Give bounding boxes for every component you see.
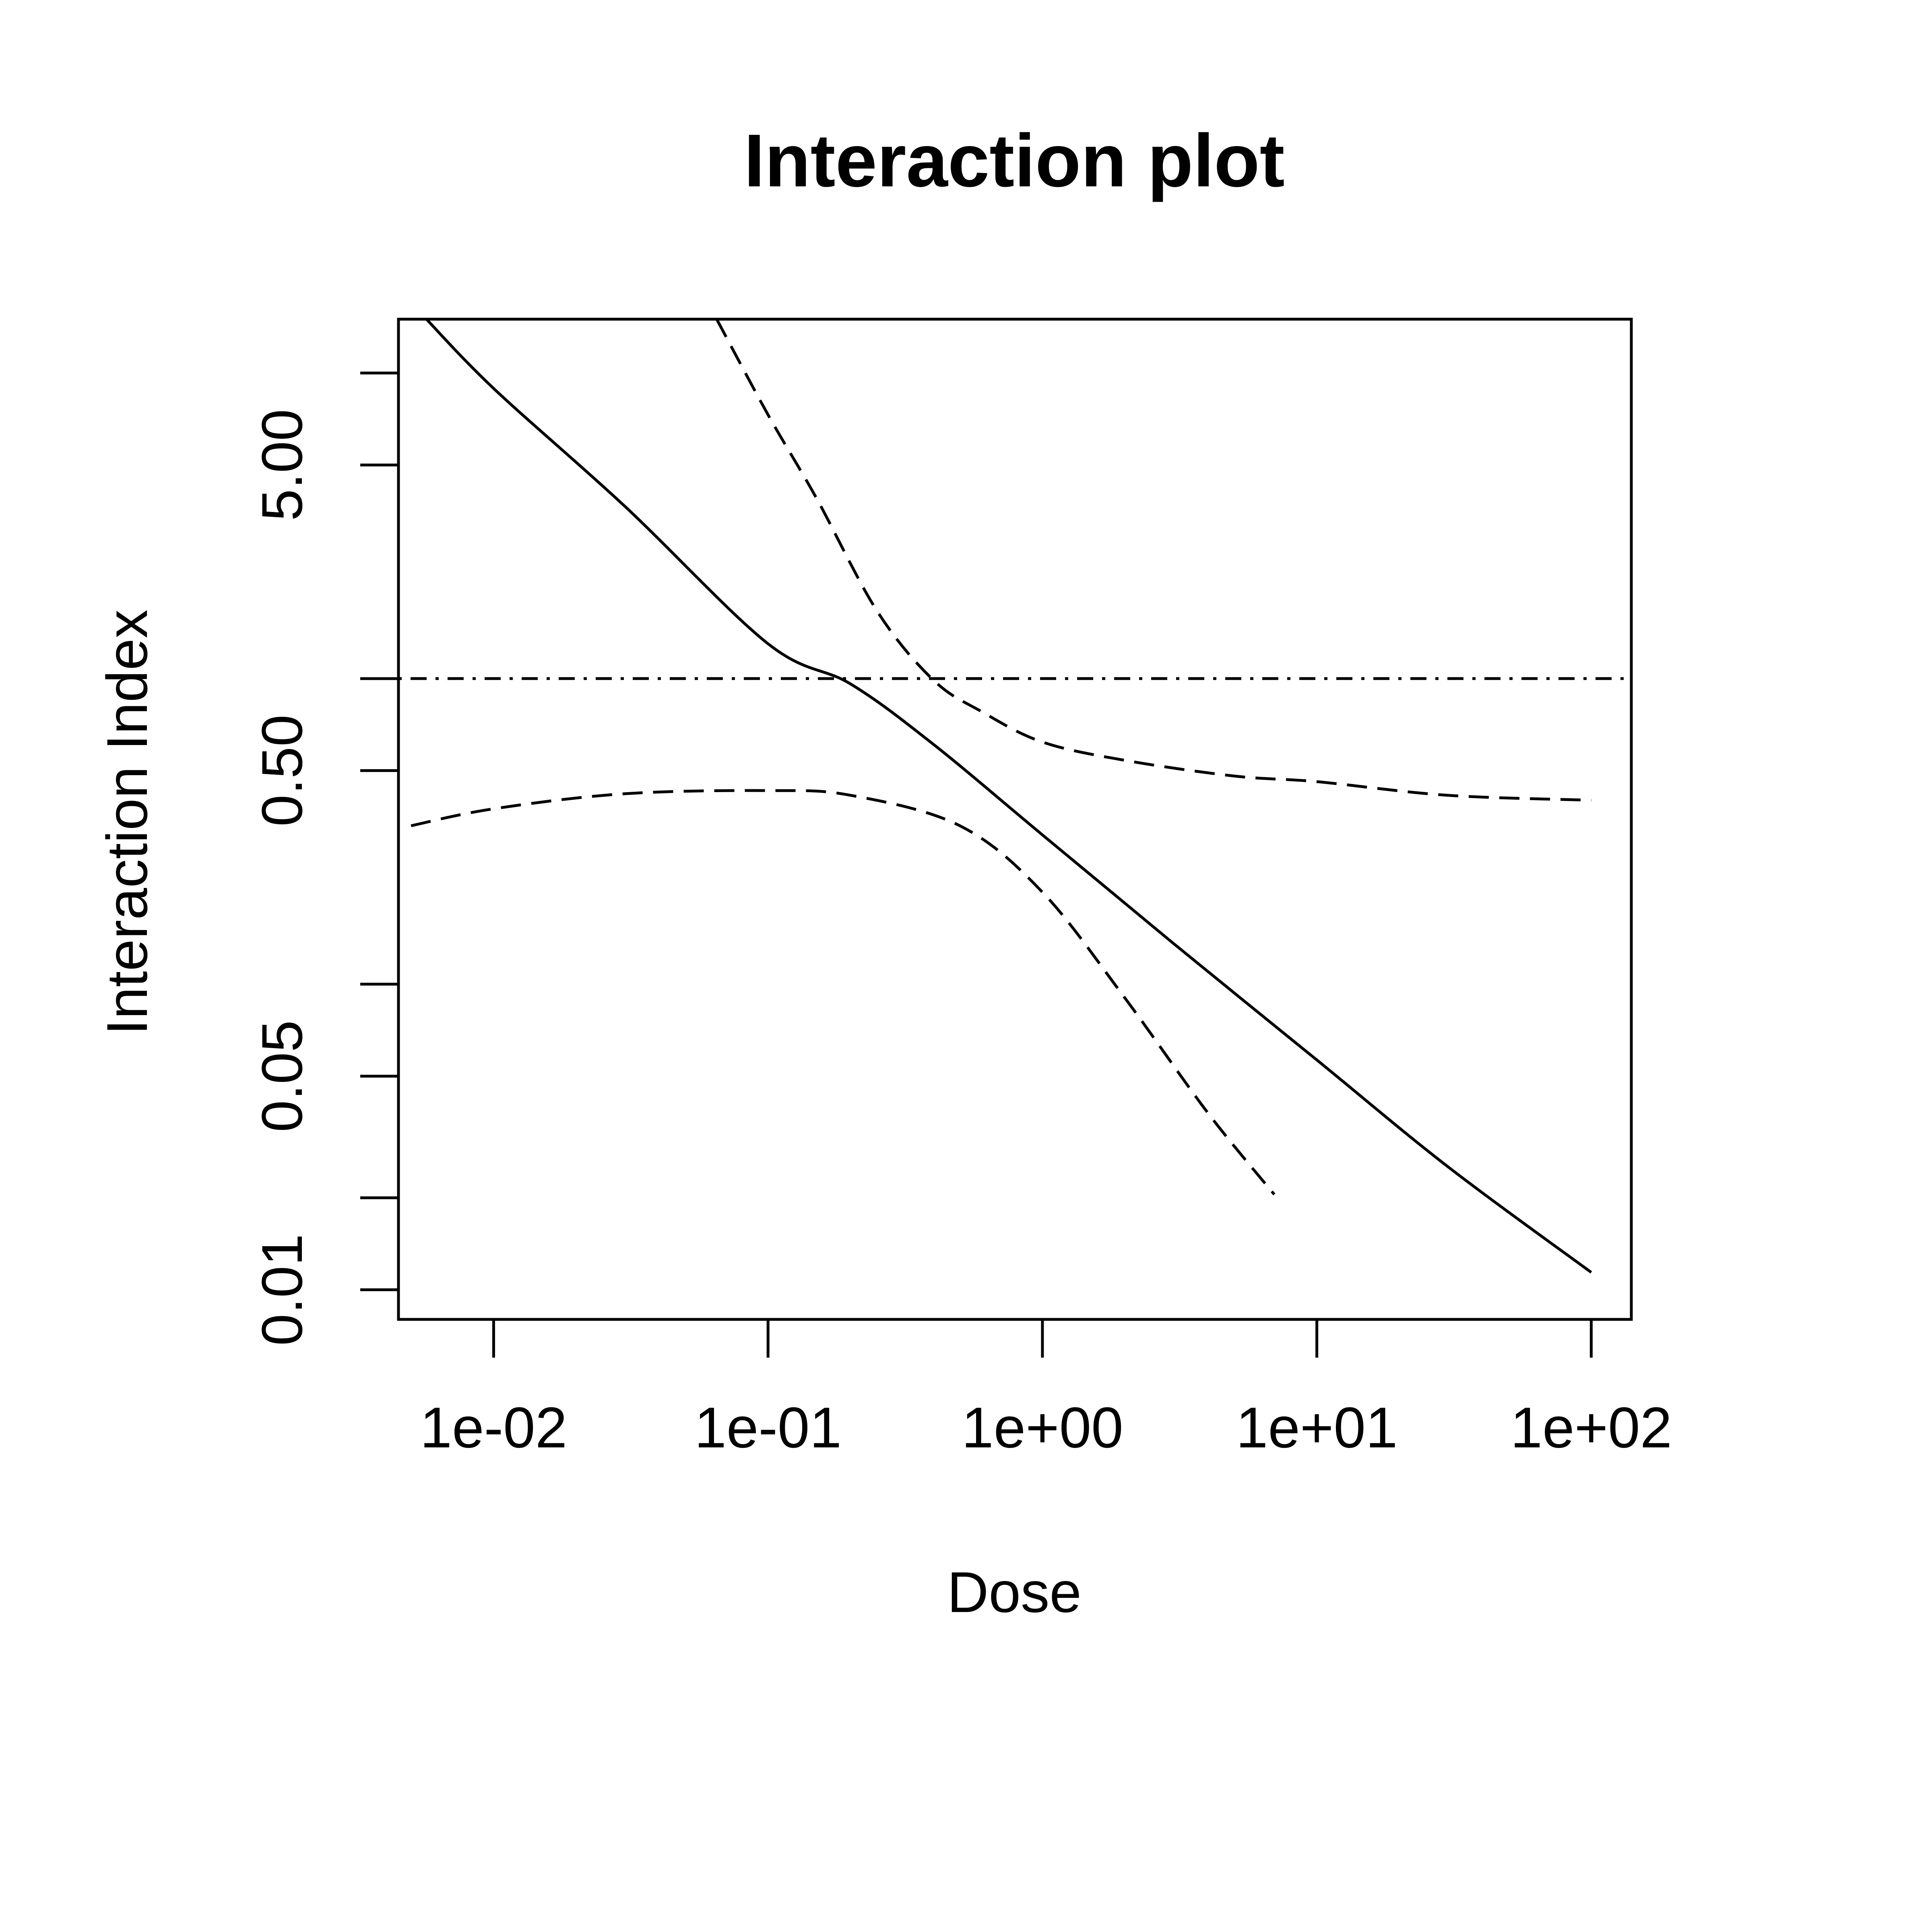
- x-tick-label: 1e+00: [962, 1396, 1123, 1460]
- x-tick-label: 1e+01: [1236, 1396, 1398, 1460]
- x-tick-label: 1e-01: [694, 1396, 842, 1460]
- series-line-dashed-2: [715, 319, 1591, 802]
- y-axis: 0.01 0.05 0.50 5.00: [250, 372, 398, 1346]
- chart-title: Interaction plot: [744, 119, 1284, 202]
- y-tick-label: 5.00: [250, 409, 314, 521]
- y-axis-label: Interaction Index: [95, 609, 159, 1035]
- plot-frame: [397, 318, 1633, 1321]
- series-line-dashed-3: [411, 789, 1276, 1195]
- x-axis: 1e-02 1e-01 1e+00 1e+01 1e+02: [420, 1319, 1672, 1460]
- series-layer: [398, 319, 1631, 1274]
- y-tick-label: 0.50: [250, 714, 314, 826]
- x-axis-label: Dose: [947, 1560, 1082, 1624]
- y-tick-label: 0.05: [250, 1020, 314, 1132]
- x-tick-label: 1e-02: [420, 1396, 568, 1460]
- x-tick-label: 1e+02: [1511, 1396, 1672, 1460]
- series-line-solid-1: [424, 319, 1592, 1274]
- y-tick-label: 0.01: [250, 1234, 314, 1346]
